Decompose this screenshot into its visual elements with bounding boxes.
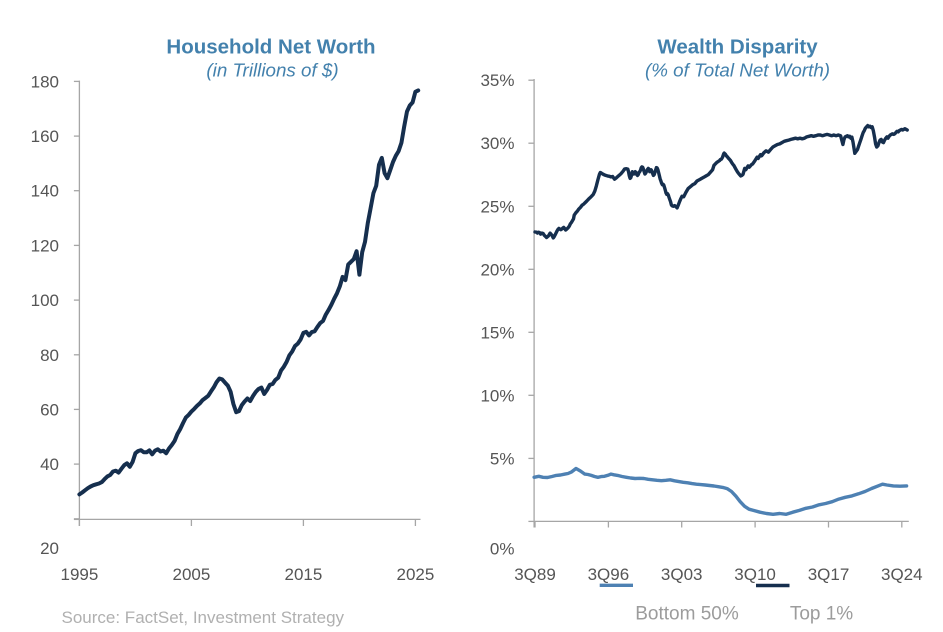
svg-text:100: 100: [31, 291, 59, 310]
svg-text:10%: 10%: [480, 386, 514, 405]
svg-text:Source: FactSet, Investment St: Source: FactSet, Investment Strategy: [62, 608, 345, 627]
svg-text:180: 180: [31, 72, 59, 91]
svg-text:60: 60: [40, 400, 59, 419]
svg-text:160: 160: [31, 127, 59, 146]
svg-text:3Q89: 3Q89: [514, 565, 556, 584]
svg-text:20: 20: [40, 539, 59, 558]
svg-text:35%: 35%: [480, 71, 514, 90]
svg-text:3Q24: 3Q24: [881, 565, 923, 584]
svg-text:3Q10: 3Q10: [734, 565, 776, 584]
svg-text:0%: 0%: [490, 539, 515, 558]
svg-text:(% of Total Net Worth): (% of Total Net Worth): [645, 60, 830, 81]
svg-text:30%: 30%: [480, 134, 514, 153]
svg-text:Bottom 50%: Bottom 50%: [635, 604, 739, 625]
svg-text:Wealth Disparity: Wealth Disparity: [657, 36, 818, 59]
svg-text:140: 140: [31, 182, 59, 201]
svg-text:2025: 2025: [396, 565, 434, 584]
svg-text:20%: 20%: [480, 260, 514, 279]
svg-text:Household Net Worth: Household Net Worth: [166, 36, 375, 59]
svg-text:Top 1%: Top 1%: [790, 604, 853, 625]
svg-text:120: 120: [31, 236, 59, 255]
svg-text:5%: 5%: [490, 449, 515, 468]
svg-text:15%: 15%: [480, 323, 514, 342]
svg-text:25%: 25%: [480, 197, 514, 216]
svg-text:3Q96: 3Q96: [588, 565, 630, 584]
svg-text:3Q17: 3Q17: [808, 565, 850, 584]
svg-text:40: 40: [40, 455, 59, 474]
svg-text:(in Trillions of $): (in Trillions of $): [206, 60, 338, 81]
svg-text:2015: 2015: [284, 565, 322, 584]
svg-text:80: 80: [40, 346, 59, 365]
svg-text:2005: 2005: [172, 565, 210, 584]
svg-text:1995: 1995: [60, 565, 98, 584]
svg-text:3Q03: 3Q03: [661, 565, 703, 584]
